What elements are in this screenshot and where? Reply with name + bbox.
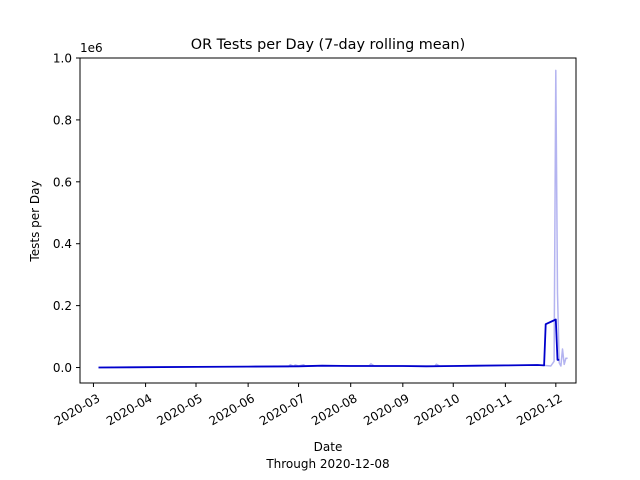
y-offset-label: 1e6	[80, 41, 103, 55]
y-axis-label: Tests per Day	[28, 180, 42, 262]
y-tick-label: 0.6	[53, 175, 72, 189]
y-tick-label: 0.8	[53, 113, 72, 127]
y-tick-label: 0.2	[53, 299, 72, 313]
x-axis-sublabel: Through 2020-12-08	[265, 457, 389, 471]
series-layer	[98, 69, 568, 369]
plot-frame	[79, 57, 577, 384]
y-tick-label: 0.0	[53, 361, 72, 375]
series-line-rolling-mean	[98, 318, 560, 369]
y-tick-label: 0.4	[53, 237, 72, 251]
y-tick-label: 1.0	[53, 52, 72, 66]
x-axis-label: Date	[314, 440, 343, 454]
chart-title: OR Tests per Day (7-day rolling mean)	[191, 37, 465, 53]
y-axis: 0.0 0.2 0.4 0.6 0.8 1.0	[53, 52, 80, 375]
